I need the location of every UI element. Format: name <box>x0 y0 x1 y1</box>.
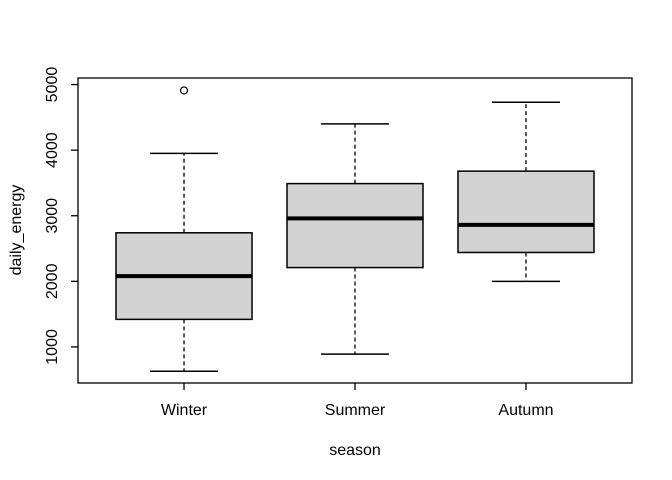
x-tick-label: Summer <box>325 402 386 419</box>
y-tick-label: 2000 <box>44 263 61 299</box>
x-tick-label: Winter <box>161 402 208 419</box>
y-tick-label: 5000 <box>44 67 61 103</box>
iqr-box <box>286 182 424 269</box>
y-tick-label: 1000 <box>44 329 61 365</box>
boxplot-summer <box>286 123 424 355</box>
y-tick-label: 4000 <box>44 132 61 168</box>
y-tick-label: 3000 <box>44 198 61 234</box>
boxplot-autumn <box>457 101 595 283</box>
x-tick-label: Autumn <box>498 402 553 419</box>
boxplot-winter <box>115 86 253 372</box>
x-axis-title: season <box>329 442 381 459</box>
outlier-point <box>179 86 189 95</box>
iqr-box <box>457 170 595 254</box>
y-axis-title: daily_energy <box>8 185 25 276</box>
